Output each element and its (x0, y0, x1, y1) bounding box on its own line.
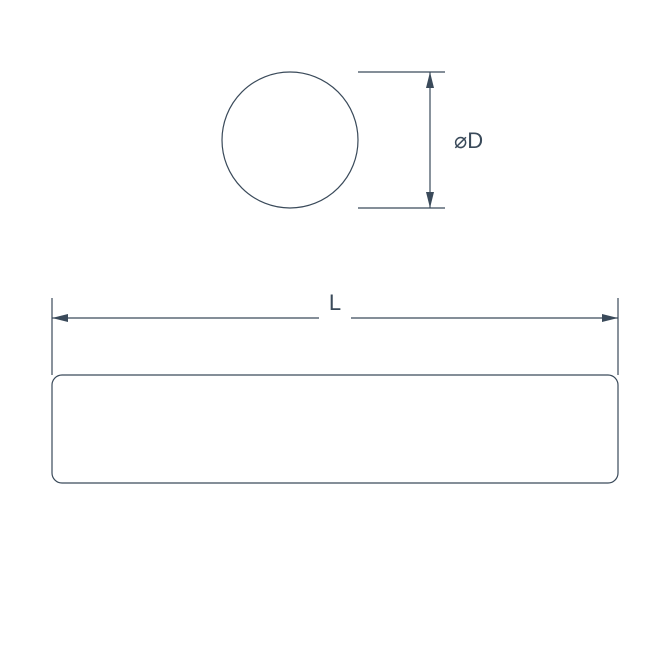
side-view-rect (52, 375, 618, 483)
length-arrow-left (52, 314, 68, 322)
cross-section-circle (222, 72, 358, 208)
length-label: L (329, 290, 341, 315)
length-arrow-right (602, 314, 618, 322)
diameter-label: ⌀D (454, 128, 483, 153)
diameter-arrow-bot (426, 192, 434, 208)
dimension-diagram: ⌀D L (0, 0, 670, 670)
diameter-arrow-top (426, 72, 434, 88)
